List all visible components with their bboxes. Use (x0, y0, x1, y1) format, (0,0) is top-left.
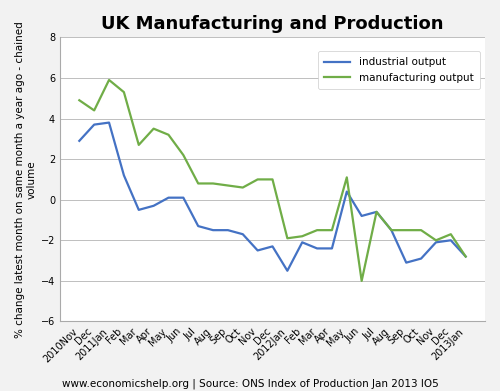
industrial output (433, 240, 439, 245)
industrial output (150, 203, 156, 208)
industrial output (329, 246, 335, 251)
industrial output (418, 256, 424, 261)
manufacturing output (76, 98, 82, 102)
manufacturing output (150, 126, 156, 131)
Y-axis label: % change latest month on same month a year ago - chained
volume: % change latest month on same month a ye… (15, 21, 36, 338)
industrial output (166, 196, 172, 200)
manufacturing output (106, 77, 112, 82)
manufacturing output (358, 278, 364, 283)
industrial output (462, 254, 468, 259)
manufacturing output (344, 175, 350, 180)
manufacturing output (388, 228, 394, 233)
Title: UK Manufacturing and Production: UK Manufacturing and Production (102, 15, 444, 33)
manufacturing output (225, 183, 231, 188)
manufacturing output (240, 185, 246, 190)
industrial output (106, 120, 112, 125)
industrial output (136, 208, 142, 212)
manufacturing output (374, 210, 380, 214)
industrial output (180, 196, 186, 200)
industrial output (195, 224, 201, 228)
industrial output (448, 238, 454, 243)
manufacturing output (329, 228, 335, 233)
manufacturing output (418, 228, 424, 233)
manufacturing output (462, 254, 468, 259)
manufacturing output (210, 181, 216, 186)
manufacturing output (180, 153, 186, 158)
Line: manufacturing output: manufacturing output (80, 80, 466, 281)
industrial output (299, 240, 305, 245)
industrial output (314, 246, 320, 251)
manufacturing output (299, 234, 305, 239)
industrial output (225, 228, 231, 233)
manufacturing output (91, 108, 97, 113)
Text: www.economicshelp.org | Source: ONS Index of Production Jan 2013 IO5: www.economicshelp.org | Source: ONS Inde… (62, 378, 438, 389)
manufacturing output (195, 181, 201, 186)
manufacturing output (270, 177, 276, 182)
manufacturing output (448, 232, 454, 237)
manufacturing output (136, 143, 142, 147)
manufacturing output (314, 228, 320, 233)
manufacturing output (284, 236, 290, 240)
industrial output (403, 260, 409, 265)
industrial output (388, 228, 394, 233)
industrial output (91, 122, 97, 127)
industrial output (254, 248, 260, 253)
industrial output (344, 189, 350, 194)
industrial output (121, 173, 127, 178)
manufacturing output (121, 90, 127, 95)
industrial output (240, 232, 246, 237)
Line: industrial output: industrial output (80, 123, 466, 271)
industrial output (374, 210, 380, 214)
industrial output (210, 228, 216, 233)
manufacturing output (254, 177, 260, 182)
industrial output (284, 268, 290, 273)
industrial output (270, 244, 276, 249)
manufacturing output (166, 133, 172, 137)
manufacturing output (403, 228, 409, 233)
industrial output (358, 213, 364, 218)
industrial output (76, 138, 82, 143)
manufacturing output (433, 238, 439, 243)
Legend: industrial output, manufacturing output: industrial output, manufacturing output (318, 51, 480, 89)
